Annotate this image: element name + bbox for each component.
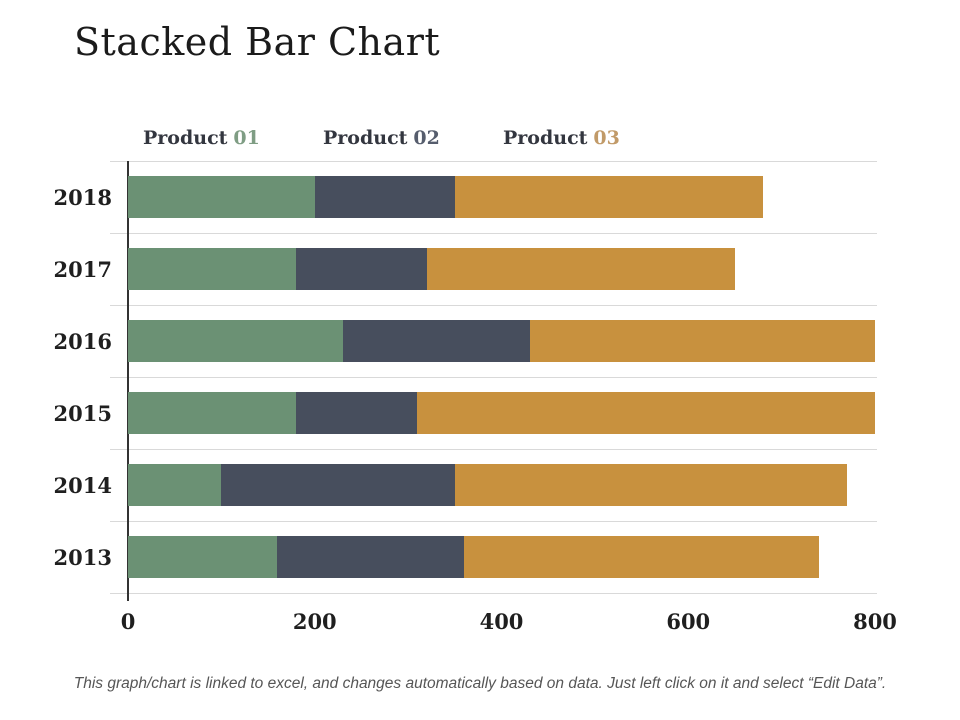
bar-segment-product-01-2016[interactable] [128,320,343,362]
legend-item-product-01: Product 01 [143,127,260,149]
bar-segment-product-01-2013[interactable] [128,536,278,578]
stacked-bar-chart-plot-area[interactable] [128,161,875,593]
gridline [110,593,877,594]
legend-item-product-02: Product 02 [323,127,440,149]
footnote-text: This graph/chart is linked to excel, and… [73,675,887,692]
bar-segment-product-02-2015[interactable] [296,392,418,434]
legend-label: Product [143,127,228,149]
x-tick-label-800: 800 [853,609,897,634]
legend-number: 01 [233,127,260,149]
bar-segment-product-02-2016[interactable] [342,320,530,362]
gridline [110,305,877,306]
bar-segment-product-03-2016[interactable] [529,320,875,362]
bar-segment-product-01-2014[interactable] [128,464,222,506]
gridline [110,161,877,162]
bar-segment-product-02-2017[interactable] [296,248,427,290]
bar-segment-product-01-2015[interactable] [128,392,297,434]
bar-row-2017 [128,248,735,290]
y-label-2017: 2017 [53,256,112,282]
bar-row-2018 [128,176,763,218]
x-tick-label-400: 400 [479,609,524,634]
bar-row-2013 [128,536,819,578]
bar-segment-product-03-2013[interactable] [464,536,819,578]
gridline [110,377,877,378]
x-tick-label-200: 200 [292,609,337,634]
legend-label: Product [323,127,408,149]
x-tick-label-0: 0 [120,609,136,634]
x-tick-label-600: 600 [666,609,711,634]
legend-label: Product [503,127,588,149]
page-title: Stacked Bar Chart [74,20,441,64]
bar-segment-product-02-2018[interactable] [314,176,455,218]
bar-row-2014 [128,464,847,506]
bar-row-2016 [128,320,875,362]
gridline [110,521,877,522]
gridline [110,449,877,450]
y-label-2013: 2013 [53,544,112,570]
bar-segment-product-02-2013[interactable] [277,536,465,578]
bar-segment-product-03-2018[interactable] [454,176,763,218]
y-axis-line [127,161,129,601]
legend-number: 03 [593,127,620,149]
legend-item-product-03: Product 03 [503,127,620,149]
bar-segment-product-03-2017[interactable] [426,248,735,290]
y-label-2018: 2018 [53,184,112,210]
gridline [110,233,877,234]
bar-segment-product-03-2014[interactable] [454,464,847,506]
bar-segment-product-01-2017[interactable] [128,248,297,290]
bar-segment-product-02-2014[interactable] [221,464,455,506]
y-label-2016: 2016 [53,328,112,354]
bar-row-2015 [128,392,875,434]
y-label-2014: 2014 [53,472,112,498]
y-label-2015: 2015 [53,400,112,426]
bar-segment-product-03-2015[interactable] [417,392,875,434]
bar-segment-product-01-2018[interactable] [128,176,315,218]
legend-number: 02 [413,127,440,149]
